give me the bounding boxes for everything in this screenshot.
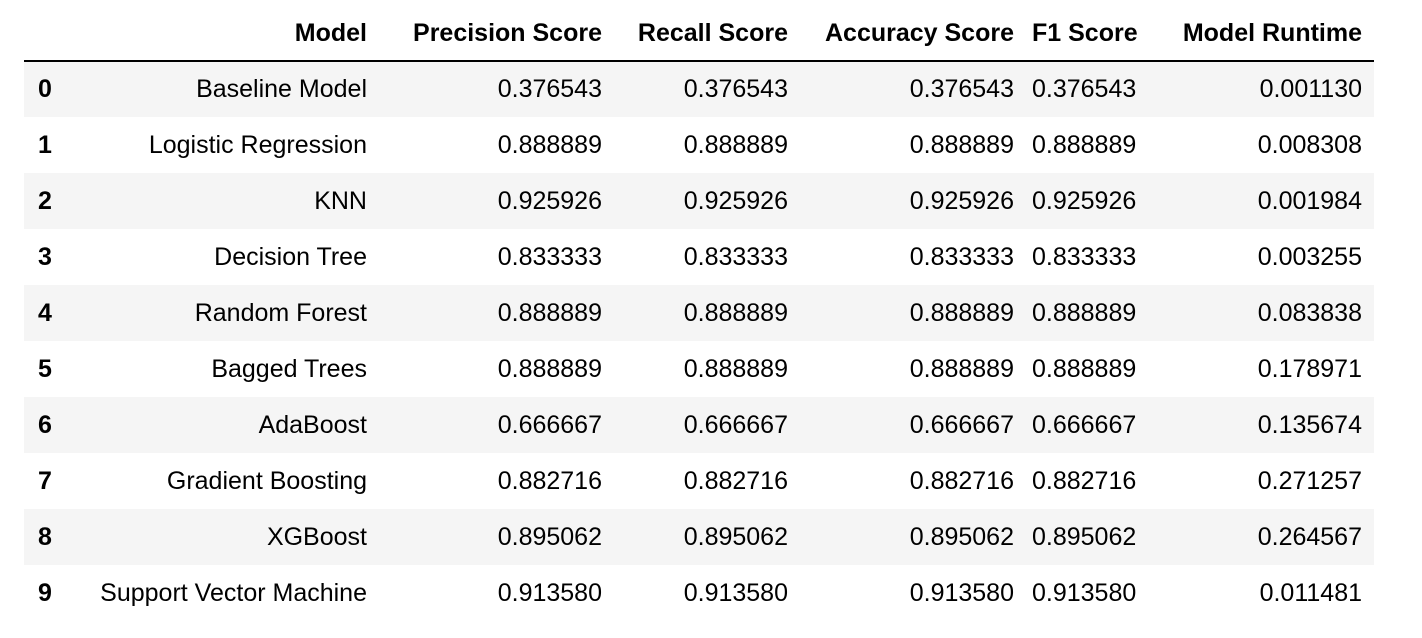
cell-model-runtime: 0.135674 bbox=[1257, 410, 1362, 439]
cell-precision-score: 0.925926 bbox=[497, 186, 602, 215]
cell-model-runtime: 0.008308 bbox=[1257, 130, 1362, 159]
results-table: Model Precision Score Recall Score Accur… bbox=[24, 6, 1374, 621]
column-header-accuracy: Accuracy Score bbox=[800, 6, 1026, 62]
table-row: 7 Gradient Boosting 0.882716 0.882716 0.8827… bbox=[24, 453, 1374, 509]
cell-recall-score: 0.913580 bbox=[683, 578, 788, 607]
cell-model: Bagged Trees bbox=[211, 354, 367, 383]
table-row: 2 KNN 0.925926 0.925926 0.925926 0.925926 0.00… bbox=[24, 173, 1374, 229]
cell-model-runtime: 0.178971 bbox=[1257, 354, 1362, 383]
cell-precision-score: 0.882716 bbox=[497, 466, 602, 495]
cell-model-runtime: 0.003255 bbox=[1257, 242, 1362, 271]
cell-model: Baseline Model bbox=[196, 75, 367, 103]
cell-accuracy-score: 0.376543 bbox=[909, 75, 1014, 103]
table-row: 9 Support Vector Machine 0.913580 0.913580 0… bbox=[24, 565, 1374, 621]
cell-recall-score: 0.888889 bbox=[683, 354, 788, 383]
table-row: 0 Baseline Model 0.376543 0.376543 0.376543 0… bbox=[24, 61, 1374, 117]
cell-accuracy-score: 0.913580 bbox=[909, 578, 1014, 607]
cell-f1-score: 0.895062 bbox=[1032, 522, 1137, 551]
cell-recall-score: 0.666667 bbox=[683, 410, 788, 439]
column-header-model: Model bbox=[79, 6, 379, 62]
cell-f1-score: 0.888889 bbox=[1032, 354, 1137, 383]
row-index: 7 bbox=[38, 466, 52, 495]
cell-precision-score: 0.888889 bbox=[497, 354, 602, 383]
cell-model: Logistic Regression bbox=[148, 130, 367, 159]
cell-accuracy-score: 0.925926 bbox=[909, 186, 1014, 215]
column-header-runtime: Model Runtime bbox=[1177, 6, 1374, 62]
cell-f1-score: 0.913580 bbox=[1032, 578, 1137, 607]
cell-model-runtime: 0.264567 bbox=[1257, 522, 1362, 551]
cell-precision-score: 0.895062 bbox=[497, 522, 602, 551]
cell-precision-score: 0.666667 bbox=[497, 410, 602, 439]
cell-f1-score: 0.666667 bbox=[1032, 410, 1137, 439]
cell-accuracy-score: 0.882716 bbox=[909, 466, 1014, 495]
cell-model-runtime: 0.001984 bbox=[1257, 186, 1362, 215]
dataframe-output: Model Precision Score Recall Score Accur… bbox=[24, 6, 1374, 621]
table-body: 0 Baseline Model 0.376543 0.376543 0.376543 0… bbox=[24, 61, 1374, 621]
row-index: 8 bbox=[38, 522, 52, 551]
cell-f1-score: 0.882716 bbox=[1032, 466, 1137, 495]
column-header-precision: Precision Score bbox=[379, 6, 614, 62]
cell-precision-score: 0.376543 bbox=[497, 75, 602, 103]
cell-accuracy-score: 0.895062 bbox=[909, 522, 1014, 551]
cell-recall-score: 0.833333 bbox=[683, 242, 788, 271]
cell-precision-score: 0.888889 bbox=[497, 130, 602, 159]
cell-model: Random Forest bbox=[194, 298, 367, 327]
cell-recall-score: 0.888889 bbox=[683, 130, 788, 159]
cell-model: AdaBoost bbox=[258, 410, 367, 439]
index-header bbox=[24, 6, 79, 62]
table-row: 4 Random Forest 0.888889 0.888889 0.888889 0.… bbox=[24, 285, 1374, 341]
cell-model-runtime: 0.011481 bbox=[1259, 578, 1362, 607]
cell-recall-score: 0.888889 bbox=[683, 298, 788, 327]
row-index: 9 bbox=[38, 578, 52, 607]
cell-accuracy-score: 0.888889 bbox=[909, 130, 1014, 159]
cell-accuracy-score: 0.888889 bbox=[909, 354, 1014, 383]
row-index: 3 bbox=[38, 242, 52, 271]
cell-recall-score: 0.895062 bbox=[683, 522, 788, 551]
cell-model-runtime: 0.001130 bbox=[1259, 75, 1362, 103]
row-index: 5 bbox=[38, 354, 52, 383]
header-row: Model Precision Score Recall Score Accur… bbox=[24, 6, 1374, 62]
cell-f1-score: 0.888889 bbox=[1032, 298, 1137, 327]
table-row: 6 AdaBoost 0.666667 0.666667 0.666667 0.66666… bbox=[24, 397, 1374, 453]
cell-precision-score: 0.888889 bbox=[497, 298, 602, 327]
cell-model: Decision Tree bbox=[214, 242, 367, 271]
cell-recall-score: 0.925926 bbox=[683, 186, 788, 215]
cell-model: Support Vector Machine bbox=[100, 578, 367, 607]
row-index: 4 bbox=[38, 298, 52, 327]
cell-f1-score: 0.925926 bbox=[1032, 186, 1137, 215]
row-index: 6 bbox=[38, 410, 52, 439]
table-header: Model Precision Score Recall Score Accur… bbox=[24, 6, 1374, 62]
cell-accuracy-score: 0.833333 bbox=[909, 242, 1014, 271]
table-row: 8 XGBoost 0.895062 0.895062 0.895062 0.895062… bbox=[24, 509, 1374, 565]
row-index: 2 bbox=[38, 186, 52, 215]
table-row: 1 Logistic Regression 0.888889 0.888889 0.88… bbox=[24, 117, 1374, 173]
cell-accuracy-score: 0.666667 bbox=[909, 410, 1014, 439]
table-row: 5 Bagged Trees 0.888889 0.888889 0.888889 0.8… bbox=[24, 341, 1374, 397]
cell-f1-score: 0.376543 bbox=[1032, 75, 1137, 103]
table-row: 3 Decision Tree 0.833333 0.833333 0.833333 0.… bbox=[24, 229, 1374, 285]
cell-f1-score: 0.833333 bbox=[1032, 242, 1137, 271]
cell-recall-score: 0.376543 bbox=[683, 75, 788, 103]
row-index: 0 bbox=[38, 75, 52, 103]
column-header-recall: Recall Score bbox=[614, 6, 800, 62]
cell-model: Gradient Boosting bbox=[166, 466, 367, 495]
cell-precision-score: 0.833333 bbox=[497, 242, 602, 271]
cell-model: XGBoost bbox=[266, 522, 367, 551]
cell-model: KNN bbox=[314, 186, 367, 215]
cell-f1-score: 0.888889 bbox=[1032, 130, 1137, 159]
cell-model-runtime: 0.083838 bbox=[1257, 298, 1362, 327]
column-header-f1: F1 Score bbox=[1026, 6, 1177, 62]
cell-accuracy-score: 0.888889 bbox=[909, 298, 1014, 327]
cell-precision-score: 0.913580 bbox=[497, 578, 602, 607]
cell-model-runtime: 0.271257 bbox=[1257, 466, 1362, 495]
cell-recall-score: 0.882716 bbox=[683, 466, 788, 495]
row-index: 1 bbox=[38, 130, 52, 159]
